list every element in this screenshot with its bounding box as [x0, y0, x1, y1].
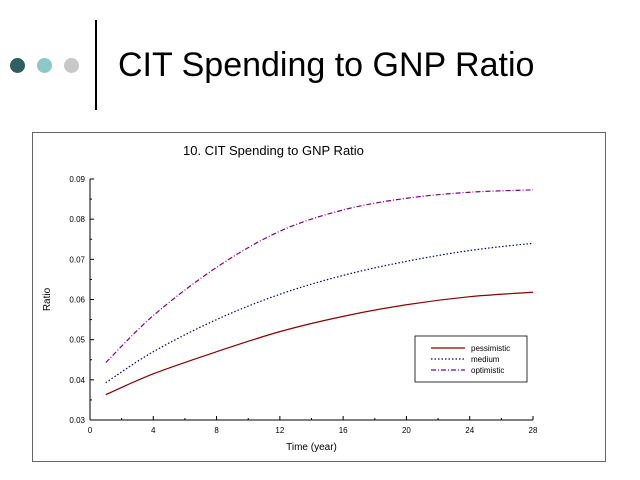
legend-entry-pessimistic: pessimistic [471, 344, 510, 353]
y-tick-label: 0.04 [69, 376, 85, 385]
y-tick-label: 0.06 [69, 296, 85, 305]
title-divider [95, 20, 97, 110]
legend-entry-optimistic: optimistic [471, 366, 504, 375]
x-tick-label: 16 [339, 426, 348, 435]
slide-title: CIT Spending to GNP Ratio [118, 46, 535, 84]
y-axis-label: Ratio [42, 287, 53, 311]
line-chart: 10. CIT Spending to GNP Ratio 0.03 0.04 0.0… [42, 143, 538, 453]
x-tick-label: 8 [214, 426, 219, 435]
x-tick-label: 20 [402, 426, 411, 435]
y-tick-label: 0.07 [69, 255, 85, 264]
x-tick-label: 0 [88, 426, 93, 435]
bullet-dot-2 [37, 58, 52, 73]
series-line-pessimistic [105, 291, 534, 396]
y-tick-label: 0.05 [69, 336, 85, 345]
series-line-optimistic [105, 189, 534, 363]
y-tick-label: 0.08 [69, 215, 85, 224]
bullet-dot-3 [64, 58, 79, 73]
x-axis-label: Time (year) [286, 442, 337, 453]
legend-box [414, 335, 528, 383]
series-line-medium [105, 242, 534, 384]
y-tick-label: 0.03 [69, 416, 85, 425]
x-tick-label: 24 [465, 426, 474, 435]
x-tick-label: 4 [151, 426, 156, 435]
chart-panel: 10. CIT Spending to GNP Ratio 0.03 0.04 0.0… [32, 132, 606, 462]
bullet-dots [10, 58, 90, 76]
chart-title: 10. CIT Spending to GNP Ratio [183, 143, 364, 158]
x-tick-label: 12 [275, 426, 284, 435]
bullet-dot-1 [10, 58, 25, 73]
y-tick-label: 0.09 [69, 175, 85, 184]
x-tick-label: 28 [529, 426, 538, 435]
legend-entry-medium: medium [471, 355, 500, 364]
